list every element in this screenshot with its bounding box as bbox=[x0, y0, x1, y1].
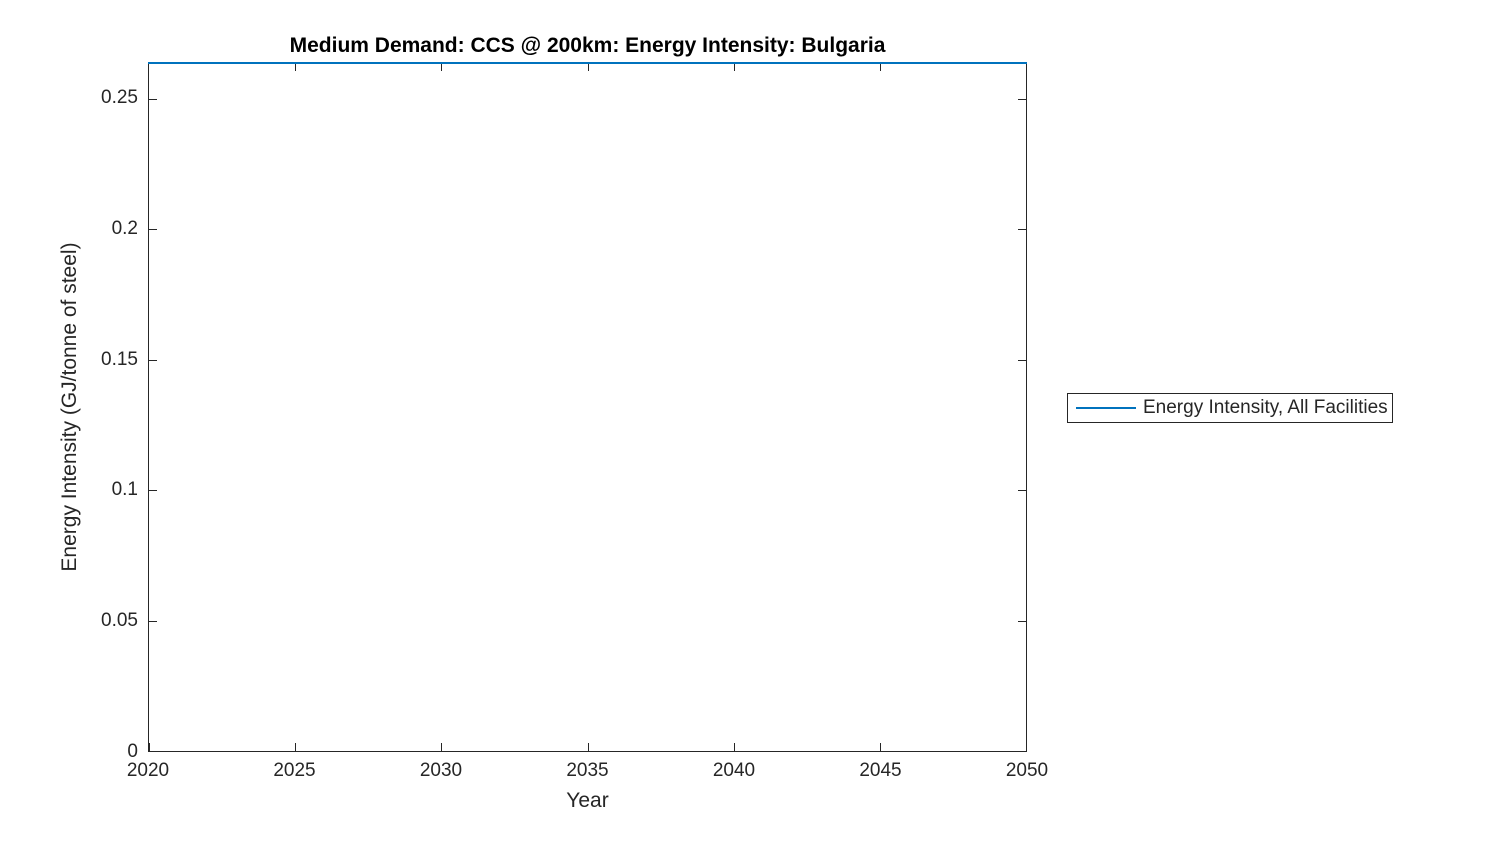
axis-tick bbox=[149, 743, 150, 751]
axis-tick bbox=[149, 359, 157, 361]
plot-area bbox=[148, 62, 1027, 752]
axis-tick bbox=[441, 63, 443, 71]
series-line-energy-intensity bbox=[148, 62, 1027, 64]
axis-tick bbox=[1018, 490, 1026, 492]
axis-tick bbox=[295, 743, 297, 751]
y-tick-label: 0 bbox=[127, 741, 138, 762]
axis-tick bbox=[587, 743, 589, 751]
y-tick-label: 0.05 bbox=[101, 610, 138, 631]
y-tick-label: 0.25 bbox=[101, 87, 138, 108]
y-tick-label: 0.1 bbox=[111, 479, 138, 500]
legend-line-sample bbox=[1076, 407, 1136, 409]
x-tick-label: 2050 bbox=[1005, 760, 1049, 781]
axis-tick bbox=[733, 743, 735, 751]
axis-tick bbox=[1018, 359, 1026, 361]
axis-tick bbox=[879, 63, 881, 71]
x-tick-label: 2025 bbox=[273, 760, 316, 781]
legend-entry-label: Energy Intensity, All Facilities bbox=[1143, 397, 1388, 418]
axis-tick bbox=[879, 743, 881, 751]
x-tick-label: 2035 bbox=[566, 760, 609, 781]
x-tick-label: 2030 bbox=[419, 760, 463, 781]
x-axis-label: Year bbox=[566, 789, 609, 812]
axis-tick bbox=[295, 63, 297, 71]
axis-tick bbox=[1018, 229, 1026, 231]
y-tick-label: 0.15 bbox=[101, 349, 138, 370]
x-tick-label: 2045 bbox=[859, 760, 902, 781]
axis-tick bbox=[587, 63, 589, 71]
axis-tick bbox=[149, 229, 157, 231]
chart-title: Medium Demand: CCS @ 200km: Energy Inten… bbox=[289, 34, 886, 57]
axis-tick bbox=[149, 98, 157, 100]
y-tick-label: 0.2 bbox=[111, 218, 138, 239]
axis-tick bbox=[149, 620, 157, 622]
axis-tick bbox=[1018, 98, 1026, 100]
legend: Energy Intensity, All Facilities bbox=[1067, 393, 1393, 423]
axis-tick bbox=[149, 490, 157, 492]
axis-tick bbox=[441, 743, 443, 751]
axis-tick bbox=[733, 63, 735, 71]
axis-tick bbox=[1026, 743, 1027, 751]
y-axis-label: Energy Intensity (GJ/tonne of steel) bbox=[58, 242, 81, 572]
x-tick-label: 2020 bbox=[126, 760, 170, 781]
x-tick-label: 2040 bbox=[712, 760, 756, 781]
axis-tick bbox=[1018, 620, 1026, 622]
